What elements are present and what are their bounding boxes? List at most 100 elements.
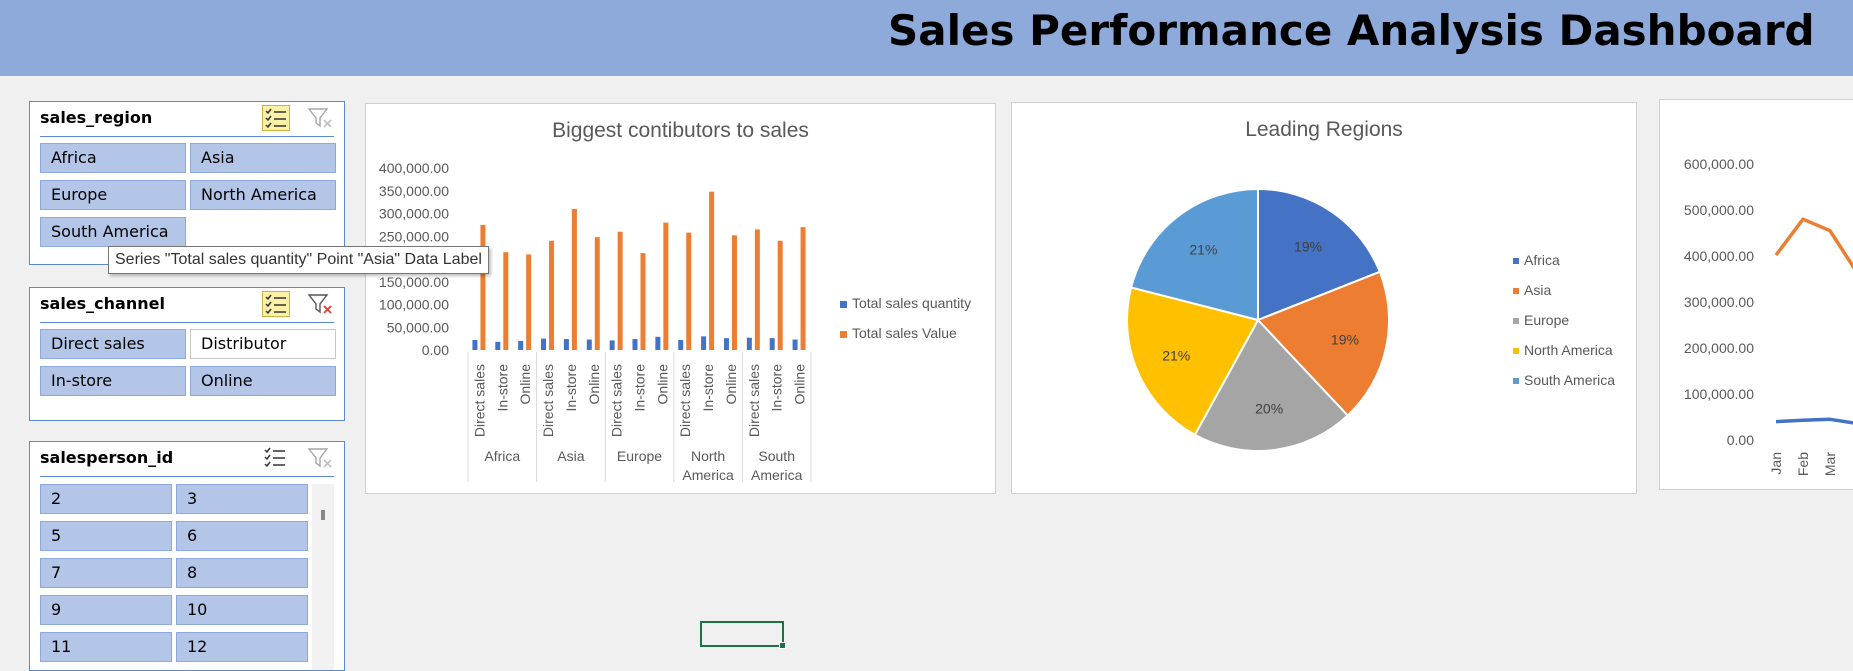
slicer-item-distributor[interactable]: Distributor	[190, 329, 336, 359]
slicer-item-6[interactable]: 6	[176, 521, 308, 551]
y-tick-label: 0.00	[1727, 432, 1754, 448]
x-subcategory-label: In-store	[769, 364, 785, 412]
pie-data-label: 21%	[1189, 242, 1217, 258]
slicer-sales-region[interactable]: sales_region Africa Asia Europe North Am…	[29, 101, 345, 265]
bar-total-sales-quantity	[495, 341, 501, 350]
slicer-item-in-store[interactable]: In-store	[40, 366, 186, 396]
pie-slice	[1193, 318, 1350, 452]
legend-swatch	[1513, 318, 1519, 324]
slicer-item-asia[interactable]: Asia	[190, 143, 336, 173]
slicer-item-11[interactable]: 11	[40, 632, 172, 662]
x-group-label: Asia	[557, 448, 584, 464]
y-tick-label: 200,000.00	[1684, 340, 1754, 356]
x-subcategory-label: Online	[517, 364, 533, 405]
clear-filter-icon[interactable]	[306, 105, 334, 131]
pie-chart: 19% 19% 20% 21% 21% Africa Asia Europe North Ame…	[1126, 187, 1615, 452]
slicer-item-europe[interactable]: Europe	[40, 180, 186, 210]
bar-total-sales-value	[686, 232, 692, 350]
bar-total-sales-quantity	[472, 339, 478, 350]
bar-total-sales-quantity	[632, 339, 638, 350]
y-tick-label: 300,000.00	[1684, 294, 1754, 310]
legend-label: Europe	[1524, 312, 1569, 328]
pie-chart-title: Leading Regions	[1245, 118, 1403, 141]
slicer-item-10[interactable]: 10	[176, 595, 308, 625]
x-subcategory-label: Direct sales	[746, 364, 762, 437]
bar-total-sales-value	[503, 252, 509, 350]
fill-handle[interactable]	[779, 642, 786, 649]
legend-swatch	[840, 331, 847, 338]
bar-total-sales-value	[640, 253, 646, 350]
x-tick-label: Feb	[1795, 452, 1811, 476]
pie-slice	[1257, 187, 1382, 322]
slicer-item-online[interactable]: Online	[190, 366, 336, 396]
slicer-item-2[interactable]: 2	[40, 484, 172, 514]
slicer-item-12[interactable]: 12	[176, 632, 308, 662]
bar-total-sales-value	[800, 227, 806, 350]
bar-total-sales-value	[526, 254, 532, 350]
bar-total-sales-quantity	[792, 339, 798, 350]
y-tick-label: 50,000.00	[387, 319, 449, 335]
multi-select-icon[interactable]	[262, 291, 290, 317]
legend-swatch	[1513, 288, 1519, 294]
slicer-title: sales_channel	[40, 294, 165, 313]
clear-filter-icon[interactable]	[306, 445, 334, 471]
slicer-sales-channel[interactable]: sales_channel Direct sales Distributor I…	[29, 287, 345, 421]
line-chart: 0.00 100,000.00 200,000.00 300,000.00 400,00…	[1684, 156, 1853, 476]
slicer-item-8[interactable]: 8	[176, 558, 308, 588]
scrollbar-thumb[interactable]	[321, 510, 325, 520]
x-subcategory-label: Online	[586, 364, 602, 405]
bar-chart-card[interactable]: Biggest contibutors to sales 0.00 50,000.…	[365, 103, 996, 494]
legend-label: Total sales quantity	[852, 295, 971, 311]
slicer-item-5[interactable]: 5	[40, 521, 172, 551]
bar-total-sales-quantity	[541, 338, 547, 350]
slicer-item-south-america[interactable]: South America	[40, 217, 186, 247]
pie-chart-card[interactable]: Leading Regions 19% 19% 20% 21% 21% Africa Asi…	[1011, 102, 1637, 494]
x-subcategory-label: In-store	[700, 364, 716, 412]
bar-total-sales-value	[594, 237, 600, 350]
x-subcategory-label: Online	[654, 364, 670, 405]
x-group-label: North America	[682, 448, 734, 483]
legend-label: Total sales Value	[852, 325, 957, 341]
pie-slice	[1256, 270, 1390, 417]
slicer-header: salesperson_id	[40, 442, 334, 477]
bar-total-sales-quantity	[701, 336, 707, 350]
x-subcategory-label: In-store	[632, 364, 648, 412]
bar-total-sales-value	[549, 240, 555, 350]
line-series	[1774, 217, 1853, 270]
data-label-tooltip: Series "Total sales quantity" Point "Asi…	[108, 246, 489, 274]
y-tick-label: 150,000.00	[379, 274, 449, 290]
slicer-item-direct-sales[interactable]: Direct sales	[40, 329, 186, 359]
slicer-item-7[interactable]: 7	[40, 558, 172, 588]
bar-total-sales-quantity	[769, 338, 775, 350]
line-chart-card[interactable]: 0.00 100,000.00 200,000.00 300,000.00 400,00…	[1659, 99, 1853, 490]
bar-total-sales-quantity	[678, 339, 684, 350]
slicer-title: salesperson_id	[40, 448, 174, 467]
slicer-item-africa[interactable]: Africa	[40, 143, 186, 173]
clear-filter-icon[interactable]	[306, 291, 334, 317]
bar-total-sales-value	[617, 231, 623, 350]
line-series	[1775, 417, 1853, 425]
y-tick-label: 100,000.00	[379, 297, 449, 313]
bar-total-sales-quantity	[586, 339, 592, 350]
x-subcategory-label: Direct sales	[677, 364, 693, 437]
y-tick-label: 400,000.00	[379, 160, 449, 176]
slicer-scrollbar[interactable]	[312, 484, 334, 670]
y-tick-label: 250,000.00	[379, 228, 449, 244]
x-group-label: Europe	[617, 448, 662, 464]
selected-cell[interactable]	[700, 621, 786, 649]
pie-slice	[1129, 187, 1259, 322]
slicer-item-north-america[interactable]: North America	[190, 180, 336, 210]
multi-select-icon[interactable]	[262, 445, 290, 471]
bar-total-sales-quantity	[563, 339, 569, 350]
title-banner: Sales Performance Analysis Dashboard	[0, 0, 1853, 76]
bar-total-sales-value	[709, 191, 715, 350]
slicer-item-3[interactable]: 3	[176, 484, 308, 514]
slicer-item-9[interactable]: 9	[40, 595, 172, 625]
multi-select-icon[interactable]	[262, 105, 290, 131]
bar-total-sales-value	[777, 240, 783, 350]
x-group-label: Africa	[484, 448, 520, 464]
legend-label: Africa	[1524, 252, 1560, 268]
legend-label: Asia	[1524, 282, 1551, 298]
bar-total-sales-quantity	[518, 340, 524, 350]
slicer-salesperson-id[interactable]: salesperson_id 2 3 5 6 7 8 9 10 11 12	[29, 441, 345, 671]
